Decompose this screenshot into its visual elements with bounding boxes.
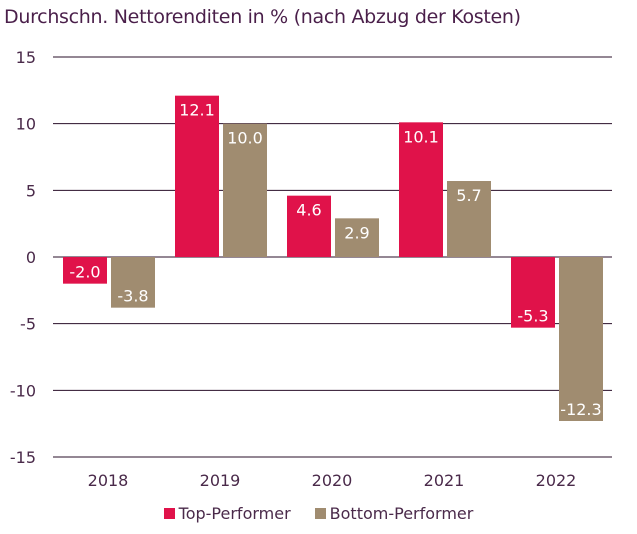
legend-item-bottom: Bottom-Performer	[314, 504, 474, 523]
legend-item-top: Top-Performer	[163, 504, 291, 523]
x-tick-label: 2022	[536, 471, 577, 490]
data-label: 10.1	[403, 127, 439, 146]
bar-bottom-2022	[559, 257, 603, 421]
chart-title: Durchschn. Nettorenditen in % (nach Abzu…	[4, 6, 521, 28]
y-tick-label: 15	[16, 48, 36, 67]
legend-swatch-top	[163, 508, 175, 519]
bar-top-2020	[287, 195, 331, 257]
data-label: -12.3	[560, 400, 601, 419]
x-tick-label: 2019	[200, 471, 241, 490]
data-label: 10.0	[227, 129, 263, 148]
data-label: -3.8	[117, 287, 148, 306]
bar-top-2019	[175, 95, 219, 258]
bar-bottom-2020	[335, 218, 379, 257]
data-label: 2.9	[344, 223, 369, 242]
data-label: -5.3	[517, 307, 548, 326]
y-tick-label: 0	[26, 248, 36, 267]
y-tick-label: -5	[20, 315, 36, 334]
y-tick-label: -15	[10, 448, 36, 467]
data-label: 5.7	[456, 186, 481, 205]
bar-bottom-2019	[223, 123, 267, 258]
x-tick-label: 2018	[88, 471, 129, 490]
data-label: 4.6	[296, 201, 321, 220]
legend: Top-Performer Bottom-Performer	[0, 504, 637, 523]
bar-top-2021	[399, 122, 443, 257]
legend-label-top: Top-Performer	[178, 504, 291, 523]
x-tick-label: 2021	[424, 471, 465, 490]
x-tick-label: 2020	[312, 471, 353, 490]
y-tick-label: 10	[16, 115, 36, 134]
bar-top-2018	[63, 257, 107, 284]
legend-swatch-bottom	[314, 508, 326, 519]
data-label: 12.1	[179, 101, 215, 120]
y-tick-label: 5	[26, 181, 36, 200]
data-label: -2.0	[69, 263, 100, 282]
bar-bottom-2021	[447, 181, 491, 257]
y-tick-label: -10	[10, 381, 36, 400]
bar-bottom-2018	[111, 257, 155, 308]
bar-top-2022	[511, 257, 555, 328]
legend-label-bottom: Bottom-Performer	[329, 504, 474, 523]
